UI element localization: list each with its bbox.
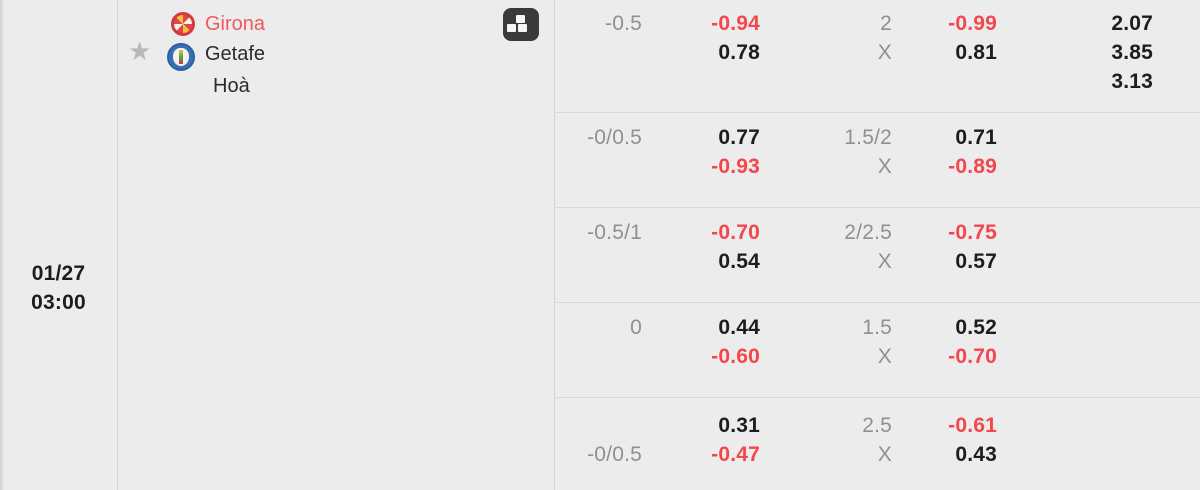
handicap-line: -0.5/1: [587, 221, 642, 244]
handicap-odds-cell: 0.77 -0.93: [711, 113, 760, 181]
handicap-line: -0.5: [605, 12, 642, 35]
handicap-odds[interactable]: -0.60: [711, 345, 760, 368]
total-line: 2.5: [862, 414, 892, 437]
total-odds[interactable]: -0.89: [948, 155, 997, 178]
stats-icon-square-bottom-left: [507, 24, 516, 32]
1x2-odds[interactable]: 3.85: [1111, 41, 1153, 64]
odds-row: 0 0.44 -0.60 1.5 X 0.52 -0.70: [554, 302, 1200, 397]
odds-table: -0.5 -0.94 0.78 2 X -0.99 0.81 2.07 3.85 3.13 -0/0…: [554, 0, 1200, 490]
handicap-line: [587, 411, 642, 440]
odds-row: -0.5 -0.94 0.78 2 X -0.99 0.81 2.07 3.85 3.13: [554, 0, 1200, 112]
total-line: X: [877, 345, 892, 368]
total-line-cell: 2/2.5 X: [844, 208, 892, 276]
total-line: X: [877, 250, 892, 273]
total-odds[interactable]: -0.75: [948, 221, 997, 244]
draw-label: Hoà: [213, 75, 250, 97]
handicap-odds[interactable]: 0.77: [718, 126, 760, 149]
total-odds[interactable]: -0.99: [948, 12, 997, 35]
handicap-line-cell: 0: [630, 303, 642, 342]
handicap-odds[interactable]: 0.44: [718, 316, 760, 339]
total-odds[interactable]: 0.57: [955, 250, 997, 273]
handicap-line-cell: -0.5/1: [587, 208, 642, 247]
home-team-name: Girona: [205, 13, 266, 35]
girona-logo-icon: [171, 12, 195, 36]
column-divider-teams: [554, 0, 555, 490]
handicap-odds-cell: 0.44 -0.60: [711, 303, 760, 371]
favorite-star-icon[interactable]: ★: [128, 36, 152, 66]
total-odds-cell: -0.99 0.81: [948, 0, 997, 67]
total-odds-cell: 0.71 -0.89: [948, 113, 997, 181]
total-odds[interactable]: 0.43: [955, 443, 997, 466]
handicap-odds-cell: -0.70 0.54: [711, 208, 760, 276]
total-odds-cell: -0.75 0.57: [948, 208, 997, 276]
odds-row: -0/0.5 0.31 -0.47 2.5 X -0.61 0.43: [554, 397, 1200, 490]
handicap-odds[interactable]: -0.94: [711, 12, 760, 35]
stats-icon-square-top: [516, 15, 525, 23]
odds-row: -0/0.5 0.77 -0.93 1.5/2 X 0.71 -0.89: [554, 112, 1200, 207]
total-odds-cell: -0.61 0.43: [948, 398, 997, 469]
handicap-odds[interactable]: -0.70: [711, 221, 760, 244]
match-datetime: 01/27 03:00: [0, 259, 117, 317]
handicap-odds[interactable]: -0.93: [711, 155, 760, 178]
total-odds[interactable]: 0.81: [955, 41, 997, 64]
total-line: 1.5/2: [844, 126, 892, 149]
handicap-line-cell: -0/0.5: [587, 113, 642, 152]
total-line: 1.5: [862, 316, 892, 339]
total-line: 2: [880, 12, 892, 35]
handicap-odds[interactable]: -0.47: [711, 443, 760, 466]
handicap-odds-cell: 0.31 -0.47: [711, 398, 760, 469]
1x2-odds-cell: 2.07 3.85 3.13: [1111, 0, 1153, 96]
match-time: 03:00: [31, 291, 86, 314]
getafe-logo-stripe: [179, 50, 183, 64]
getafe-logo-icon: [167, 43, 195, 71]
total-odds[interactable]: 0.52: [955, 316, 997, 339]
total-odds[interactable]: -0.61: [948, 414, 997, 437]
column-divider-date: [117, 0, 118, 490]
handicap-odds[interactable]: 0.31: [718, 414, 760, 437]
match-date: 01/27: [31, 262, 86, 285]
stats-icon[interactable]: [503, 8, 539, 41]
left-edge-shade: [0, 0, 4, 490]
1x2-odds[interactable]: 2.07: [1111, 12, 1153, 35]
total-line: 2/2.5: [844, 221, 892, 244]
total-line: X: [877, 41, 892, 64]
total-odds[interactable]: -0.70: [948, 345, 997, 368]
handicap-odds-cell: -0.94 0.78: [711, 0, 760, 67]
handicap-line: -0/0.5: [587, 443, 642, 466]
total-line-cell: 1.5/2 X: [844, 113, 892, 181]
total-odds[interactable]: 0.71: [955, 126, 997, 149]
handicap-line: 0: [630, 316, 642, 339]
total-odds-cell: 0.52 -0.70: [948, 303, 997, 371]
handicap-odds[interactable]: 0.54: [718, 250, 760, 273]
away-team-name: Getafe: [205, 43, 266, 65]
1x2-odds[interactable]: 3.13: [1111, 70, 1153, 93]
handicap-odds[interactable]: 0.78: [718, 41, 760, 64]
total-line: X: [877, 443, 892, 466]
total-line-cell: 1.5 X: [862, 303, 892, 371]
odds-row: -0.5/1 -0.70 0.54 2/2.5 X -0.75 0.57: [554, 207, 1200, 302]
handicap-line: -0/0.5: [587, 126, 642, 149]
handicap-line-cell: -0/0.5: [587, 398, 642, 469]
total-line-cell: 2.5 X: [862, 398, 892, 469]
handicap-line-cell: -0.5: [605, 0, 642, 38]
total-line: X: [877, 155, 892, 178]
stats-icon-square-bottom-right: [518, 24, 527, 32]
